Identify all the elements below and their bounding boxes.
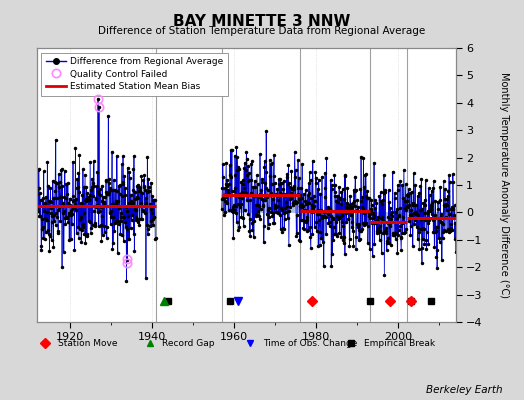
Text: Empirical Break: Empirical Break [364,338,435,348]
Legend: Difference from Regional Average, Quality Control Failed, Estimated Station Mean: Difference from Regional Average, Qualit… [41,52,228,96]
Text: Difference of Station Temperature Data from Regional Average: Difference of Station Temperature Data f… [99,26,425,36]
Text: BAY MINETTE 3 NNW: BAY MINETTE 3 NNW [173,14,351,29]
Y-axis label: Monthly Temperature Anomaly Difference (°C): Monthly Temperature Anomaly Difference (… [499,72,509,298]
Text: Time of Obs. Change: Time of Obs. Change [263,338,357,348]
Text: Berkeley Earth: Berkeley Earth [427,385,503,395]
Text: Record Gap: Record Gap [162,338,215,348]
Text: Station Move: Station Move [58,338,117,348]
